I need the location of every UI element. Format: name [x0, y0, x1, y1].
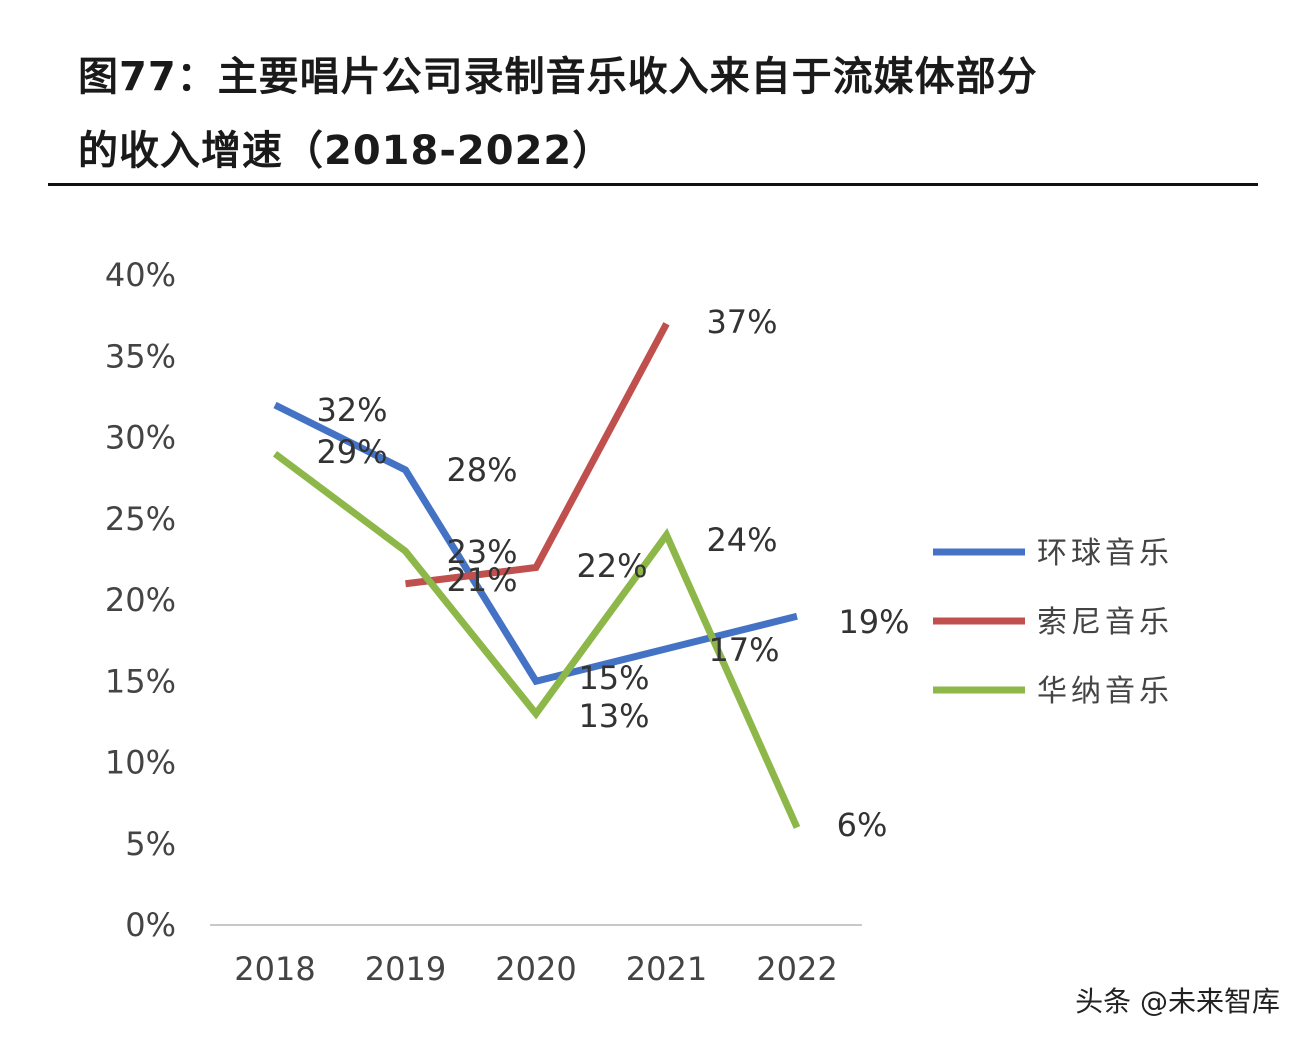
y-tick-label: 30% — [105, 419, 176, 457]
data-label: 37% — [706, 303, 777, 341]
data-label: 32% — [316, 391, 387, 429]
x-tick-label: 2022 — [756, 950, 837, 988]
chart-title: 图77：主要唱片公司录制音乐收入来自于流媒体部分 的收入增速（2018-2022… — [78, 40, 1258, 188]
y-tick-label: 25% — [105, 500, 176, 538]
data-label: 17% — [708, 631, 779, 669]
data-label: 29% — [316, 433, 387, 471]
title-line-1: 图77：主要唱片公司录制音乐收入来自于流媒体部分 — [78, 54, 1038, 100]
y-tick-label: 5% — [125, 825, 176, 863]
legend-label: 华纳音乐 — [1037, 674, 1173, 709]
y-tick-label: 15% — [105, 662, 176, 700]
data-label: 22% — [576, 547, 647, 585]
y-tick-label: 10% — [105, 744, 176, 782]
data-label: 19% — [838, 603, 909, 641]
y-tick-label: 20% — [105, 581, 176, 619]
data-label: 15% — [578, 659, 649, 697]
legend-label: 索尼音乐 — [1037, 605, 1173, 640]
series-line-3 — [272, 450, 801, 829]
data-label: 24% — [706, 521, 777, 559]
data-label: 23% — [446, 533, 517, 571]
x-tick-label: 2018 — [234, 950, 315, 988]
title-divider — [48, 183, 1258, 186]
x-tick-label: 2019 — [365, 950, 446, 988]
data-label: 28% — [446, 451, 517, 489]
title-line-2: 的收入增速（2018-2022） — [78, 128, 614, 174]
data-label: 6% — [837, 806, 888, 844]
data-label: 21% — [446, 561, 517, 599]
y-tick-label: 0% — [125, 906, 176, 944]
x-tick-label: 2020 — [495, 950, 576, 988]
y-tick-label: 40% — [105, 256, 176, 294]
legend-label: 环球音乐 — [1037, 536, 1173, 571]
data-label: 13% — [578, 697, 649, 735]
x-tick-label: 2021 — [626, 950, 707, 988]
watermark: 头条 @未来智库 — [1075, 985, 1280, 1018]
y-tick-label: 35% — [105, 337, 176, 375]
series-line-2 — [405, 322, 670, 588]
